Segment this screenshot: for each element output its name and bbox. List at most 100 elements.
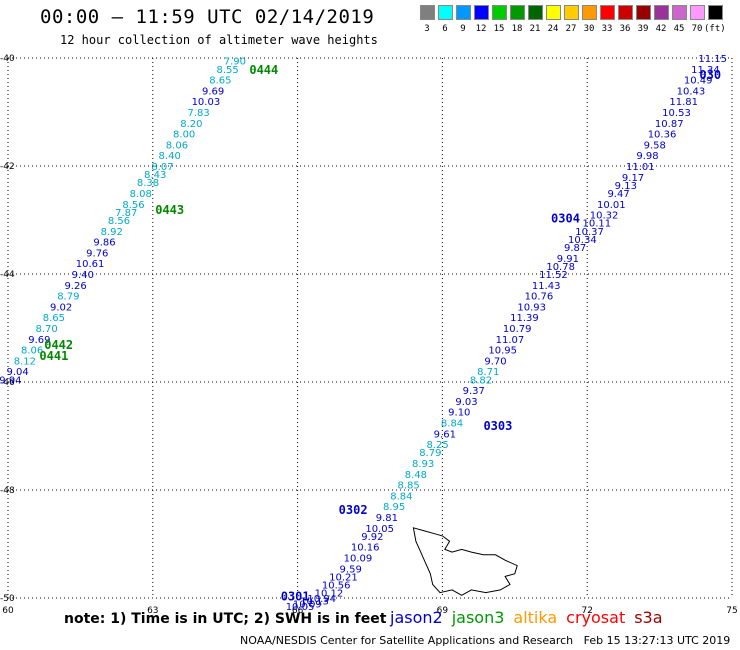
wave-height-value: 10.05 bbox=[365, 524, 394, 535]
wave-height-value: 10.09 bbox=[344, 554, 373, 565]
wave-height-value: 7.87 bbox=[115, 208, 137, 219]
wave-height-value: 8.55 bbox=[216, 65, 238, 76]
wave-height-value: 8.85 bbox=[397, 481, 419, 492]
wave-height-value: 10.43 bbox=[677, 86, 706, 97]
page-title: 00:00 – 11:59 UTC 02/14/2019 bbox=[40, 6, 375, 28]
lon-tick-label: 60 bbox=[2, 606, 14, 616]
legend-label: 27 bbox=[565, 24, 577, 34]
pass-time-label: 0443 bbox=[155, 203, 184, 217]
wave-height-value: 10.16 bbox=[351, 543, 380, 554]
wave-height-value: 11.81 bbox=[669, 97, 698, 108]
wave-height-value: 10.53 bbox=[662, 108, 691, 119]
wave-height-value: 8.00 bbox=[173, 130, 195, 141]
legend-label: 12 bbox=[475, 24, 487, 34]
lat-tick-label: -48 bbox=[0, 486, 15, 496]
lon-tick-label: 72 bbox=[581, 606, 592, 616]
wave-height-value: 9.59 bbox=[340, 564, 362, 575]
wave-height-value: 10.94 bbox=[307, 594, 336, 605]
wave-height-value: 9.69 bbox=[202, 86, 224, 97]
footer-credit: NOAA/NESDIS Center for Satellite Applica… bbox=[240, 634, 731, 647]
wave-height-value: 10.32 bbox=[590, 211, 619, 222]
pass-time-label: 0304 bbox=[551, 211, 580, 225]
wave-height-value: 8.48 bbox=[405, 470, 427, 481]
legend-swatch bbox=[708, 5, 723, 20]
wave-height-value: 9.17 bbox=[622, 173, 644, 184]
units-note: note: 1) Time is in UTC; 2) SWH is in fe… bbox=[64, 611, 387, 627]
wave-height-value: 8.65 bbox=[209, 76, 231, 87]
satellite-s3a: s3a bbox=[634, 608, 663, 627]
legend-label: 18 bbox=[511, 24, 523, 34]
wave-height-value: 10.61 bbox=[76, 259, 105, 270]
legend-swatch bbox=[546, 5, 561, 20]
legend-label: 21 bbox=[529, 24, 541, 34]
lon-tick-label: 69 bbox=[437, 606, 449, 616]
wave-height-value: 10.34 bbox=[568, 235, 597, 246]
pass-time-label: 0442 bbox=[44, 338, 73, 352]
wave-height-value: 10.93 bbox=[517, 302, 546, 313]
pass-time-label: 0302 bbox=[339, 503, 368, 517]
legend-label: 39 bbox=[637, 24, 649, 34]
legend-label: 42 bbox=[655, 24, 667, 34]
legend-swatch bbox=[492, 5, 507, 20]
wave-height-value: 8.65 bbox=[43, 313, 65, 324]
wave-height-value: 10.76 bbox=[525, 292, 554, 303]
wave-height-value: 8.56 bbox=[108, 216, 130, 227]
wave-height-value: 8.38 bbox=[137, 178, 159, 189]
wave-height-value: 11.39 bbox=[510, 313, 539, 324]
legend-swatch bbox=[654, 5, 669, 20]
wave-height-value: 10.87 bbox=[655, 119, 684, 130]
legend-swatch bbox=[618, 5, 633, 20]
wave-height-value: 7.83 bbox=[188, 108, 210, 119]
wave-height-value: 8.07 bbox=[151, 162, 173, 173]
legend-label: 3 bbox=[424, 24, 430, 34]
wave-height-value: 10.05 bbox=[286, 602, 315, 613]
satellite-jason3: jason3 bbox=[451, 608, 505, 627]
wave-height-value: 9.40 bbox=[72, 270, 94, 281]
wave-height-value: 8.79 bbox=[419, 448, 441, 459]
wave-height-value: 9.76 bbox=[86, 248, 108, 259]
wave-height-value: 11.34 bbox=[691, 65, 720, 76]
wave-height-value: 8.12 bbox=[14, 356, 36, 367]
wave-height-value: 9.81 bbox=[376, 513, 398, 524]
lat-tick-label: -50 bbox=[0, 594, 15, 604]
lon-tick-label: 66 bbox=[292, 606, 304, 616]
wave-height-value: 10.49 bbox=[684, 76, 713, 87]
lat-tick-label: -44 bbox=[0, 270, 15, 280]
pass-time-label: 0444 bbox=[249, 63, 278, 77]
legend-label: 9 bbox=[460, 24, 466, 34]
wave-height-value: 8.84 bbox=[390, 491, 412, 502]
page-subtitle: 12 hour collection of altimeter wave hei… bbox=[60, 33, 378, 47]
wave-height-value: 9.87 bbox=[564, 243, 586, 254]
legend-label: 24 bbox=[547, 24, 559, 34]
wave-height-value: 10.56 bbox=[322, 581, 351, 592]
wave-height-value: 8.25 bbox=[426, 440, 448, 451]
lon-tick-label: 75 bbox=[726, 606, 737, 616]
wave-height-value: 10.21 bbox=[329, 572, 358, 583]
wave-height-value: 10.37 bbox=[575, 227, 604, 238]
legend-label: 36 bbox=[619, 24, 631, 34]
legend-unit: (ft) bbox=[704, 24, 726, 34]
legend-swatch bbox=[582, 5, 597, 20]
wave-height-value: 8.79 bbox=[57, 292, 79, 303]
satellite-key: jason2 jason3 altika cryosat s3a bbox=[390, 608, 672, 627]
pass-time-label: 030 bbox=[699, 68, 721, 82]
legend-swatch bbox=[528, 5, 543, 20]
pass-time-label: 0303 bbox=[483, 419, 512, 433]
legend-swatch bbox=[510, 5, 525, 20]
wave-height-value: 9.37 bbox=[463, 386, 485, 397]
wave-height-value: 11.01 bbox=[626, 162, 655, 173]
wave-height-value: 8.71 bbox=[477, 367, 499, 378]
legend-label: 30 bbox=[583, 24, 595, 34]
satellite-cryosat: cryosat bbox=[566, 608, 626, 627]
kerguelen-islands bbox=[412, 527, 518, 596]
legend-label: 45 bbox=[673, 24, 685, 34]
wave-height-value: 9.61 bbox=[434, 429, 456, 440]
wave-height-value: 8.92 bbox=[101, 227, 123, 238]
lon-tick-label: 63 bbox=[147, 606, 158, 616]
wave-height-value: 9.86 bbox=[93, 238, 115, 249]
wave-height-value: 9.10 bbox=[448, 408, 470, 419]
wave-height-value: 9.92 bbox=[361, 532, 383, 543]
wave-height-value: 9.91 bbox=[557, 254, 579, 265]
wave-height-value: 11.15 bbox=[698, 54, 727, 65]
